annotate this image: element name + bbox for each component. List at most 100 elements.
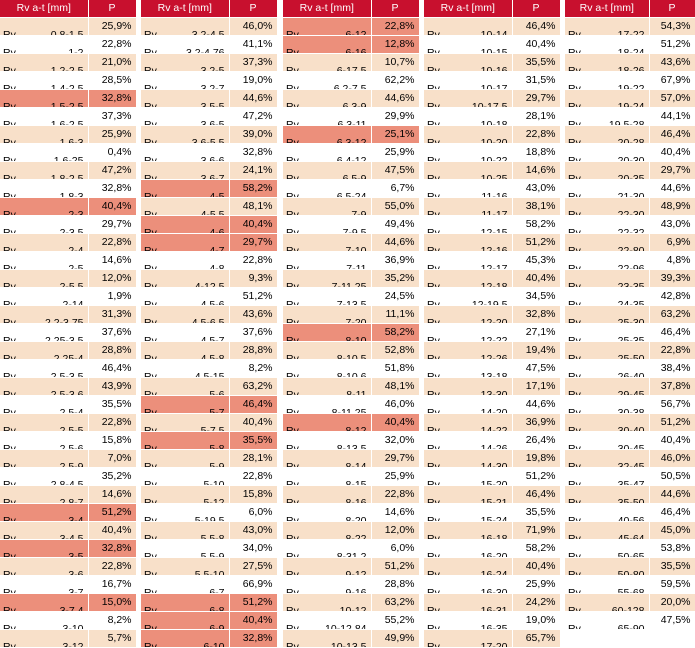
table-row: Rv 2-5,5 12,0% xyxy=(0,269,137,288)
percentage-cell: 17,1% xyxy=(512,377,561,396)
percentage-cell: 12,8% xyxy=(371,35,420,54)
size-cell: Rv 65-90 xyxy=(565,611,650,630)
table-row: Rv 3,6-6 32,8% xyxy=(141,143,278,162)
percentage-cell: 54,3% xyxy=(649,17,695,36)
prefix-label: Rv xyxy=(286,64,299,72)
size-range: 4,5-6 xyxy=(200,298,225,306)
size-cell: Rv 10-15 xyxy=(424,35,513,54)
percentage-cell: 22,8% xyxy=(229,467,278,486)
table-row: Rv 26-40 38,4% xyxy=(565,359,695,378)
prefix-label: Rv xyxy=(3,154,16,162)
table-row: Rv 2-14 1,9% xyxy=(0,287,137,306)
table-row: Rv 7-11,25 35,2% xyxy=(283,269,420,288)
percentage-cell: 43,0% xyxy=(512,179,561,198)
size-cell: Rv 12-17 xyxy=(424,251,513,270)
table-row: Rv 18-26 43,6% xyxy=(565,53,695,72)
prefix-label: Rv xyxy=(427,280,440,288)
size-range: 4,5-7 xyxy=(200,334,225,342)
prefix-label: Rv xyxy=(427,226,440,234)
size-cell: Rv 6-8 xyxy=(141,593,230,612)
prefix-label: Rv xyxy=(286,244,299,252)
prefix-label: Rv xyxy=(144,28,157,36)
percentage-cell: 5,7% xyxy=(88,629,137,648)
table-row: Rv 7-9 55,0% xyxy=(283,197,420,216)
percentage-cell: 51,8% xyxy=(371,359,420,378)
size-range: 6-12 xyxy=(345,28,367,36)
table-row: Rv 30-45 40,4% xyxy=(565,431,695,450)
size-cell: Rv 8-10,6 xyxy=(283,359,372,378)
size-range: 18-24 xyxy=(617,46,645,54)
size-cell: Rv 13-18 xyxy=(424,359,513,378)
size-cell: Rv 5-6 xyxy=(141,377,230,396)
size-range: 2-4 xyxy=(68,244,84,252)
size-range: 19-24 xyxy=(617,100,645,108)
prefix-label: Rv xyxy=(144,100,157,108)
percentage-cell: 35,5% xyxy=(88,395,137,414)
table-row: Rv 3,2-4,5 46,0% xyxy=(141,17,278,36)
prefix-label: Rv xyxy=(3,514,16,522)
prefix-label: Rv xyxy=(568,28,581,36)
percentage-cell: 25,9% xyxy=(88,17,137,36)
size-cell: Rv 10-20 xyxy=(424,125,513,144)
size-range: 5-12 xyxy=(203,496,225,504)
percentage-cell: 57,0% xyxy=(649,89,695,108)
percentage-cell: 24,2% xyxy=(512,593,561,612)
percentage-cell: 47,5% xyxy=(512,359,561,378)
prefix-label: Rv xyxy=(144,424,157,432)
table-row: Rv 3-12 5,7% xyxy=(0,629,137,648)
size-cell: Rv 26-40 xyxy=(565,359,650,378)
prefix-label: Rv xyxy=(286,172,299,180)
table-row: Rv 14-20 44,6% xyxy=(424,395,561,414)
size-cell: Rv 10-13,5 xyxy=(283,629,372,648)
prefix-label: Rv xyxy=(144,442,157,450)
prefix-label: Rv xyxy=(427,136,440,144)
prefix-label: Rv xyxy=(286,370,299,378)
size-cell: Rv 5,5-10 xyxy=(141,557,230,576)
table-row: Rv 5-10 22,8% xyxy=(141,467,278,486)
size-cell: Rv 6,3-12 xyxy=(283,125,372,144)
size-cell: Rv 23-35 xyxy=(565,269,650,288)
percentage-cell: 28,8% xyxy=(88,341,137,360)
prefix-label: Rv xyxy=(427,28,440,36)
size-cell: Rv 6-12 xyxy=(283,17,372,36)
size-range: 21-30 xyxy=(617,190,645,198)
table-row: Rv 11-16 43,0% xyxy=(424,179,561,198)
prefix-label: Rv xyxy=(286,154,299,162)
header-pct: P xyxy=(649,0,695,18)
size-range: 8-10 xyxy=(345,334,367,342)
size-range: 2,5-5 xyxy=(59,424,84,432)
percentage-cell: 51,2% xyxy=(371,557,420,576)
prefix-label: Rv xyxy=(568,280,581,288)
prefix-label: Rv xyxy=(286,442,299,450)
size-range: 3,6-5 xyxy=(200,118,225,126)
size-range: 16-30 xyxy=(480,586,508,594)
table-row: Rv 4,5-15 8,2% xyxy=(141,359,278,378)
table-row: Rv 18-24 51,2% xyxy=(565,35,695,54)
prefix-label: Rv xyxy=(144,154,157,162)
percentage-cell: 29,7% xyxy=(229,233,278,252)
size-cell: Rv 4-6 xyxy=(141,215,230,234)
percentage-cell: 66,9% xyxy=(229,575,278,594)
percentage-cell: 51,2% xyxy=(512,233,561,252)
percentage-cell: 43,6% xyxy=(649,53,695,72)
prefix-label: Rv xyxy=(3,64,16,72)
percentage-cell: 37,3% xyxy=(229,53,278,72)
table-row: Rv 12-15 58,2% xyxy=(424,215,561,234)
size-cell: Rv 3-4,5 xyxy=(0,521,89,540)
size-cell: Rv 1,4-2,5 xyxy=(0,71,89,90)
prefix-label: Rv xyxy=(3,334,16,342)
table-row: Rv 4,5-7 37,6% xyxy=(141,323,278,342)
size-cell: Rv 2-14 xyxy=(0,287,89,306)
percentage-cell: 40,4% xyxy=(229,413,278,432)
prefix-label: Rv xyxy=(427,46,440,54)
percentage-cell: 46,4% xyxy=(512,17,561,36)
table-column-1: Rv a-t [mm] P Rv 0,8-1,5 25,9% Rv 1-2 22,8% Rv… xyxy=(0,0,137,648)
table-row: Rv 10-25 14,6% xyxy=(424,161,561,180)
percentage-cell: 40,4% xyxy=(649,143,695,162)
prefix-label: Rv xyxy=(568,460,581,468)
prefix-label: Rv xyxy=(3,406,16,414)
size-range: 1,2-2,5 xyxy=(50,64,84,72)
percentage-cell: 35,2% xyxy=(371,269,420,288)
prefix-label: Rv xyxy=(3,622,16,630)
prefix-label: Rv xyxy=(286,28,299,36)
